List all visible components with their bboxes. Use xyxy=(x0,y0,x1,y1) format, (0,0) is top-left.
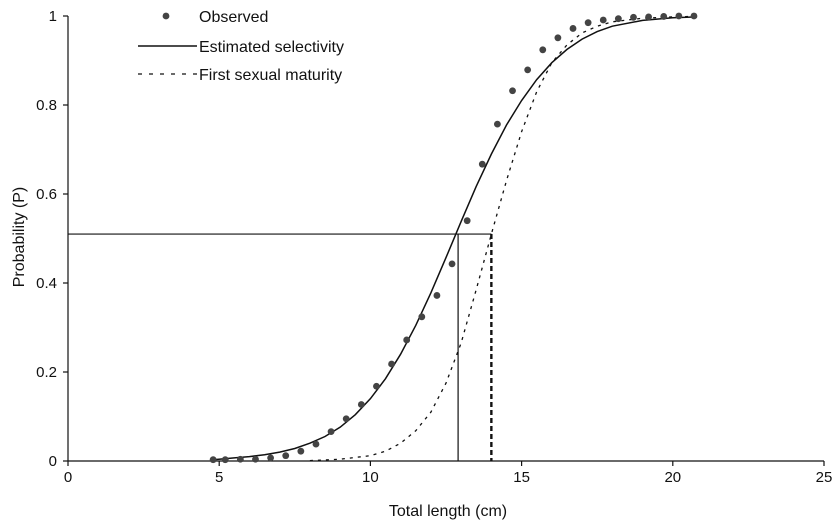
observed-point xyxy=(282,452,290,460)
observed-point xyxy=(569,25,577,32)
y-tick-label: 0 xyxy=(49,453,57,470)
observed-point xyxy=(675,12,683,20)
y-tick-label: 0.4 xyxy=(36,275,57,292)
y-tick-label: 1 xyxy=(49,8,57,25)
legend-label-first-sexual-maturity: First sexual maturity xyxy=(199,67,342,84)
series-lines xyxy=(213,15,698,462)
x-tick-label: 15 xyxy=(513,469,530,486)
observed-point xyxy=(509,87,516,95)
observed-point xyxy=(267,454,275,462)
observed-point xyxy=(342,415,350,423)
observed-point xyxy=(418,313,426,321)
observed-points xyxy=(209,12,698,464)
legend-label-estimated-selectivity: Estimated selectivity xyxy=(199,39,344,56)
axes xyxy=(67,16,824,462)
observed-point xyxy=(221,456,229,464)
reference-lines xyxy=(68,233,493,461)
observed-point xyxy=(357,401,365,408)
observed-point xyxy=(388,360,395,368)
observed-point xyxy=(236,455,244,463)
observed-point xyxy=(645,13,653,21)
y-tick-label: 0.2 xyxy=(36,364,57,381)
y-tick-label: 0.8 xyxy=(36,97,57,114)
observed-point xyxy=(524,66,532,74)
observed-point xyxy=(690,12,698,20)
observed-point xyxy=(252,455,259,463)
observed-point xyxy=(494,120,501,128)
observed-point xyxy=(463,217,471,225)
observed-point xyxy=(599,16,607,24)
observed-point xyxy=(297,447,305,455)
x-tick-label: 25 xyxy=(816,469,833,486)
observed-point xyxy=(614,15,622,23)
observed-point xyxy=(554,34,562,42)
observed-point xyxy=(660,13,668,20)
estimated-selectivity-curve xyxy=(213,16,698,461)
x-tick-label: 5 xyxy=(215,469,223,486)
y-tick-label: 0.6 xyxy=(36,186,57,203)
x-tick-label: 10 xyxy=(362,469,379,486)
observed-point xyxy=(327,428,335,436)
observed-point xyxy=(584,19,592,27)
observed-point xyxy=(373,382,380,390)
legend-label-observed: Observed xyxy=(199,9,268,26)
observed-point xyxy=(448,260,456,268)
first-sexual-maturity-curve xyxy=(309,15,698,462)
y-axis-title: Probability (P) xyxy=(11,187,28,287)
observed-point xyxy=(209,456,217,464)
x-tick-label: 20 xyxy=(664,469,681,486)
observed-point xyxy=(403,336,411,344)
observed-point xyxy=(312,440,320,448)
legend-marker-observed xyxy=(162,12,170,20)
observed-point xyxy=(433,292,441,299)
x-tick-label: 0 xyxy=(64,469,72,486)
observed-point xyxy=(539,46,547,54)
x-axis-title: Total length (cm) xyxy=(389,503,507,520)
ticks: 0 5 10 15 20 25 0 0.2 0.4 0.6 0.8 1 xyxy=(36,8,832,486)
observed-point xyxy=(630,13,637,21)
legend: Observed Estimated selectivity First sex… xyxy=(138,9,344,84)
observed-point xyxy=(478,160,486,168)
